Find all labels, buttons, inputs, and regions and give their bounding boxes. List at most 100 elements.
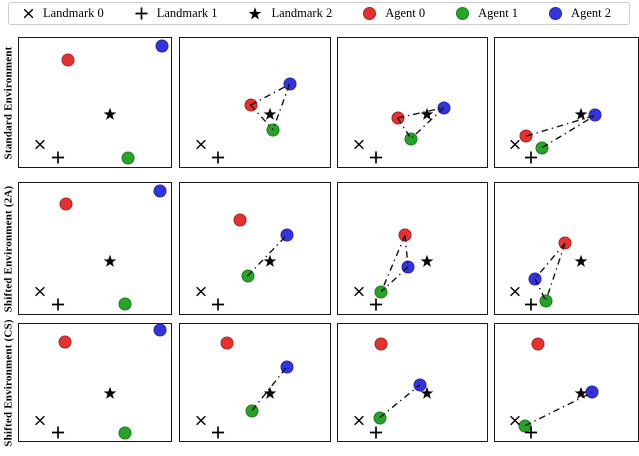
landmark1-plus-marker (525, 151, 538, 164)
landmark0-x-marker (196, 286, 206, 297)
landmark1-plus-marker (212, 298, 225, 311)
row-label-shifted-environment-2a: Shifted Environment (2A) (0, 182, 17, 315)
landmark0-x-marker (510, 416, 520, 426)
agent2-marker (588, 108, 602, 122)
landmark2-star-marker (263, 108, 277, 121)
legend-item: Agent 1 (456, 7, 518, 20)
landmark0-x-marker (354, 416, 364, 426)
agent0-marker (398, 228, 412, 242)
legend-item: Agent 0 (363, 7, 425, 20)
panel-r2c1 (179, 323, 331, 442)
agent2-marker (437, 101, 451, 115)
legend-item-label: Landmark 0 (43, 6, 104, 21)
landmark2-star-marker (103, 108, 117, 121)
landmark2-star-marker (574, 386, 588, 399)
agent0-legend-marker-icon (363, 7, 377, 20)
landmark2-star-marker (574, 254, 588, 267)
panel-r0c1 (179, 37, 331, 168)
legend-item: Landmark 2 (248, 6, 333, 21)
row-label-text: Shifted Environment (CS) (2, 318, 15, 447)
landmark-x-legend-marker-icon (23, 8, 34, 19)
agent0-marker (59, 197, 73, 211)
row-label-text: Shifted Environment (2A) (2, 185, 15, 312)
panel-r2c0 (18, 323, 172, 442)
agent2-marker (280, 228, 293, 242)
legend-item: Agent 2 (549, 7, 611, 20)
agent2-marker (528, 272, 542, 286)
agent1-marker (118, 426, 132, 440)
agent0-marker (244, 98, 257, 112)
agent1-marker (404, 132, 418, 146)
panel-r2c3 (494, 323, 639, 442)
agent1-marker (241, 269, 254, 283)
landmark1-plus-marker (212, 426, 225, 439)
agent1-marker (374, 285, 388, 299)
panel-r1c1 (179, 182, 331, 315)
landmark-star-legend-marker-icon (249, 6, 262, 19)
agent0-marker (391, 111, 405, 125)
panel-r1c2 (337, 182, 488, 315)
landmark0-x-marker (35, 416, 45, 426)
agent0-marker (558, 236, 572, 250)
landmark0-x-marker (196, 416, 206, 426)
agent2-marker (280, 360, 293, 374)
panel-r0c0 (18, 37, 172, 168)
panel-r1c0 (18, 182, 172, 315)
legend-item-label: Agent 2 (571, 6, 611, 21)
landmark1-plus-marker (51, 298, 64, 311)
landmark2-star-marker (574, 108, 588, 121)
landmark2-star-marker (263, 254, 277, 267)
landmark1-plus-marker (369, 151, 383, 164)
landmark0-x-marker (35, 140, 45, 150)
panel-r2c2 (337, 323, 488, 442)
panel-r0c2 (337, 37, 488, 168)
landmark1-plus-marker (51, 151, 64, 164)
landmark1-plus-marker (369, 298, 383, 311)
landmark1-plus-marker (525, 298, 538, 311)
agent1-marker (373, 411, 387, 425)
landmark1-plus-marker (212, 151, 225, 164)
legend-item-label: Agent 0 (385, 6, 426, 21)
agent0-marker (233, 213, 247, 227)
agent0-marker (61, 53, 75, 67)
agent2-marker (283, 77, 296, 91)
agent2-legend-marker-icon (549, 7, 563, 20)
agent2-marker (401, 260, 415, 274)
agent2-marker (155, 39, 169, 53)
agent1-marker (121, 151, 135, 165)
landmark1-plus-marker (525, 426, 538, 439)
agent1-marker (245, 404, 259, 418)
landmark0-x-marker (354, 140, 364, 150)
legend-item-label: Landmark 1 (156, 6, 218, 21)
landmark2-star-marker (263, 386, 277, 399)
landmark2-star-marker (103, 386, 117, 399)
landmark0-x-marker (196, 140, 206, 150)
landmark2-star-marker (103, 254, 117, 267)
landmark0-x-marker (35, 286, 45, 297)
legend-item: Landmark 0 (23, 7, 104, 20)
landmark1-plus-marker (369, 426, 383, 439)
row-label-shifted-environment-cs: Shifted Environment (CS) (0, 319, 17, 446)
legend-item: Landmark 1 (135, 6, 218, 21)
landmark0-x-marker (354, 286, 364, 297)
legend: Landmark 0 Landmark 1 Landmark 2 Agent 0 Age… (8, 2, 630, 25)
agent0-marker (531, 337, 545, 351)
row-label-text: Standard Environment (2, 46, 15, 159)
agent1-marker (118, 297, 132, 311)
agent0-marker (220, 336, 233, 350)
legend-item-label: Landmark 2 (271, 6, 333, 21)
agent2-marker (153, 323, 167, 337)
landmark0-x-marker (510, 140, 520, 150)
row-label-standard-environment: Standard Environment (0, 37, 17, 168)
panel-r1c3 (494, 182, 639, 315)
legend-item-label: Agent 1 (478, 6, 519, 21)
agent1-marker (539, 294, 553, 308)
landmark-plus-legend-marker-icon (135, 7, 148, 20)
agent0-marker (519, 129, 533, 143)
landmark1-plus-marker (51, 426, 64, 439)
link-line-agent0-agent1 (545, 243, 566, 302)
landmark2-star-marker (421, 254, 434, 267)
landmark2-star-marker (421, 108, 434, 121)
panel-r0c3 (494, 37, 639, 168)
